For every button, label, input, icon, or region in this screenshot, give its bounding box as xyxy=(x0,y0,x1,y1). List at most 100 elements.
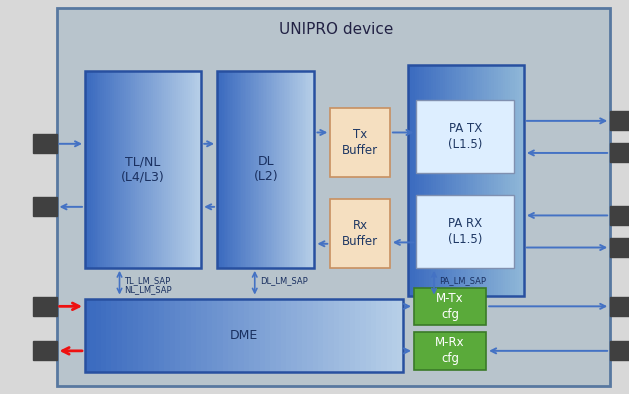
Bar xyxy=(276,71,278,268)
Bar xyxy=(520,65,522,296)
Bar xyxy=(189,71,192,268)
Bar xyxy=(237,71,239,268)
Bar xyxy=(33,197,57,216)
Bar xyxy=(297,71,299,268)
Bar xyxy=(90,299,96,372)
Bar xyxy=(251,71,253,268)
Bar xyxy=(475,65,478,296)
Bar xyxy=(101,71,103,268)
Bar xyxy=(318,299,324,372)
Bar xyxy=(141,71,143,268)
Bar xyxy=(124,71,126,268)
Bar xyxy=(111,299,117,372)
Bar xyxy=(307,299,313,372)
Bar xyxy=(246,71,248,268)
Bar xyxy=(489,65,492,296)
Bar xyxy=(457,65,459,296)
Bar xyxy=(33,297,57,316)
Bar xyxy=(219,71,221,268)
Bar xyxy=(160,71,163,268)
Bar xyxy=(122,299,128,372)
Bar xyxy=(169,71,171,268)
Bar xyxy=(159,299,165,372)
Bar xyxy=(235,71,237,268)
Bar xyxy=(192,71,194,268)
Bar xyxy=(223,71,226,268)
Bar xyxy=(482,65,485,296)
Text: DL_LM_SAP: DL_LM_SAP xyxy=(260,277,308,286)
Bar xyxy=(301,71,304,268)
Bar xyxy=(267,71,270,268)
Bar xyxy=(157,71,159,268)
Bar xyxy=(104,71,107,268)
Bar xyxy=(170,299,175,372)
Bar xyxy=(465,65,469,296)
Bar xyxy=(187,71,190,268)
Bar xyxy=(417,65,420,296)
Bar xyxy=(198,71,200,268)
Bar xyxy=(225,71,228,268)
Bar xyxy=(480,65,482,296)
Bar xyxy=(147,71,150,268)
Bar xyxy=(240,71,242,268)
Bar xyxy=(311,71,313,268)
Bar xyxy=(517,65,520,296)
Bar xyxy=(153,71,155,268)
Bar xyxy=(178,71,181,268)
Bar xyxy=(419,65,422,296)
Bar xyxy=(254,299,260,372)
Bar xyxy=(302,299,308,372)
Bar xyxy=(226,71,229,268)
Bar xyxy=(207,299,213,372)
Bar xyxy=(610,238,629,257)
Bar xyxy=(201,299,208,372)
Bar xyxy=(505,65,508,296)
Bar xyxy=(108,71,111,268)
Bar xyxy=(610,341,629,360)
Bar xyxy=(243,299,250,372)
Bar xyxy=(122,71,125,268)
Bar xyxy=(272,71,274,268)
Bar xyxy=(289,71,291,268)
Bar xyxy=(454,65,457,296)
Bar xyxy=(127,299,133,372)
Text: DME: DME xyxy=(230,329,258,342)
Bar xyxy=(428,65,431,296)
Bar xyxy=(92,71,95,268)
Bar xyxy=(186,71,188,268)
Bar xyxy=(365,299,371,372)
Bar xyxy=(431,65,434,296)
Bar xyxy=(412,65,415,296)
Bar xyxy=(253,71,255,268)
Bar xyxy=(143,71,146,268)
Bar xyxy=(470,65,474,296)
Bar xyxy=(442,65,445,296)
Bar xyxy=(339,299,345,372)
Bar xyxy=(243,71,245,268)
Bar xyxy=(350,299,355,372)
Bar xyxy=(398,299,403,372)
Bar xyxy=(447,65,450,296)
Bar xyxy=(270,71,273,268)
Text: M-Tx
cfg: M-Tx cfg xyxy=(437,292,464,321)
Bar xyxy=(180,71,182,268)
Bar xyxy=(186,299,191,372)
Bar xyxy=(94,71,97,268)
Bar xyxy=(313,299,318,372)
Bar xyxy=(256,71,259,268)
Bar xyxy=(287,71,289,268)
Bar xyxy=(290,71,292,268)
Bar xyxy=(175,299,181,372)
Bar xyxy=(433,65,436,296)
Bar xyxy=(249,299,255,372)
Bar xyxy=(484,65,487,296)
Bar xyxy=(323,299,329,372)
Bar xyxy=(445,65,448,296)
Bar xyxy=(99,71,101,268)
Text: PA_LM_SAP: PA_LM_SAP xyxy=(439,277,486,286)
Bar xyxy=(149,71,152,268)
Bar xyxy=(498,65,501,296)
Bar xyxy=(114,71,116,268)
FancyBboxPatch shape xyxy=(330,199,390,268)
Bar xyxy=(153,299,160,372)
